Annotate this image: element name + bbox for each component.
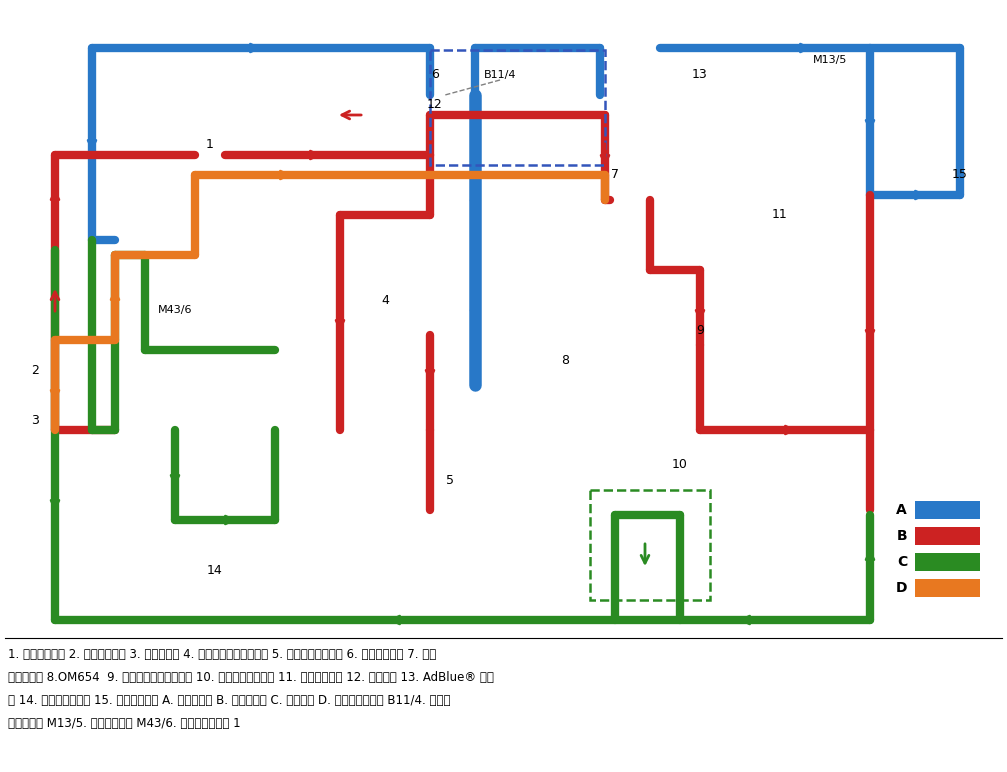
Text: 10: 10 [672, 459, 688, 472]
Bar [915, 501, 980, 519]
Text: 涡轮增压器 8.OM654  9. 低压废气再循环冷却器 10. 变速器油热交换器 11. 暖风热交换器 12. 冷却液泵 13. AdBlue® 计量: 涡轮增压器 8.OM654 9. 低压废气再循环冷却器 10. 变速器油热交换器… [8, 671, 493, 684]
Text: 13: 13 [692, 69, 708, 82]
Text: 8: 8 [561, 354, 569, 367]
Text: 12: 12 [427, 99, 443, 111]
Text: 15: 15 [952, 168, 968, 181]
Bar [590, 490, 710, 600]
Text: A: A [896, 503, 907, 517]
Text: 14: 14 [207, 564, 223, 577]
Text: 2: 2 [31, 364, 39, 377]
Text: M13/5: M13/5 [813, 55, 847, 65]
Text: 温度传感器 M13/5. 冷却液循环泵 M43/6. 低温回路循环泵 1: 温度传感器 M13/5. 冷却液循环泵 M43/6. 低温回路循环泵 1 [8, 717, 241, 730]
Text: M43/6: M43/6 [158, 305, 192, 315]
Text: 7: 7 [611, 168, 619, 181]
Bar [915, 553, 980, 571]
Text: 1. 冷却液补偿罐 2. 发动机散热器 3. 低温冷却器 4. 高压废气再循环冷却器 5. 发动机油热交换器 6. 冷却液节温器 7. 废气: 1. 冷却液补偿罐 2. 发动机散热器 3. 低温冷却器 4. 高压废气再循环冷… [8, 648, 436, 661]
Text: 1: 1 [206, 138, 213, 151]
Text: 9: 9 [696, 323, 704, 337]
Bar [915, 527, 980, 545]
Bar [430, 50, 605, 165]
Text: 6: 6 [431, 69, 439, 82]
Text: 11: 11 [772, 208, 787, 222]
Text: C: C [897, 555, 907, 569]
Text: 3: 3 [31, 414, 39, 426]
Text: 4: 4 [381, 293, 389, 306]
Text: B: B [896, 529, 907, 543]
Bar [915, 579, 980, 597]
Text: D: D [895, 581, 907, 595]
Text: B11/4: B11/4 [483, 70, 517, 80]
Text: 阀 14. 增压空气冷却器 15. 玻璃清洁液罐 A. 冷的冷却液 B. 热的冷却液 C. 低温回路 D. 冷却液回路排气 B11/4. 冷却液: 阀 14. 增压空气冷却器 15. 玻璃清洁液罐 A. 冷的冷却液 B. 热的冷… [8, 694, 450, 707]
Text: 5: 5 [446, 473, 454, 486]
